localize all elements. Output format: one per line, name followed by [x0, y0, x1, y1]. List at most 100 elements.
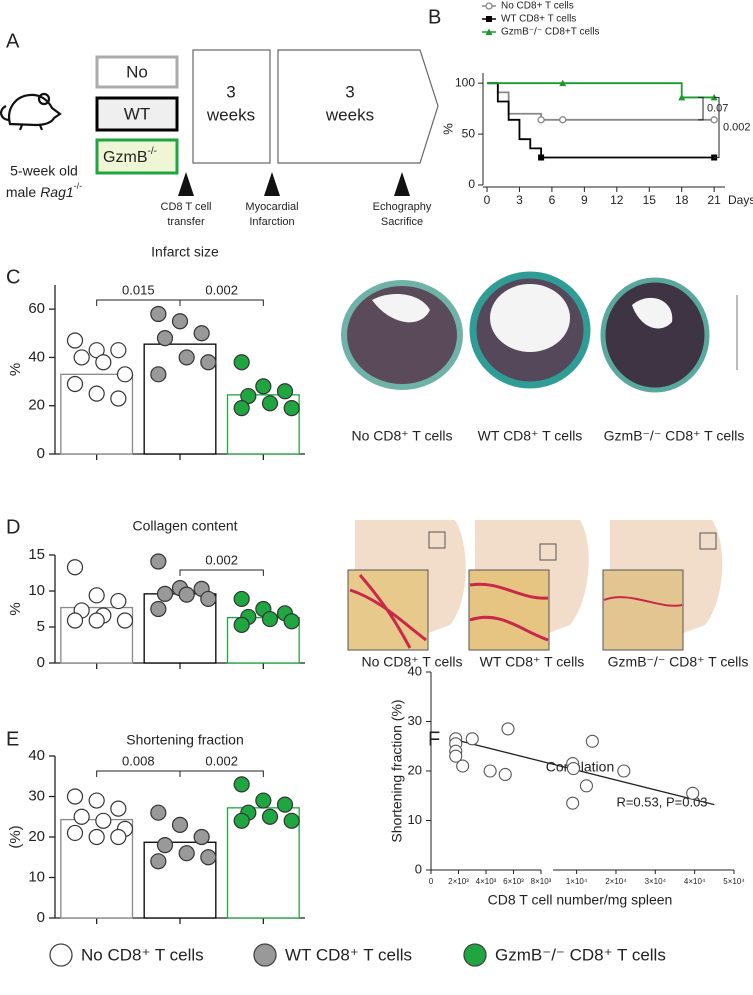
data-point — [686, 786, 700, 800]
y-tick-label: 30 — [28, 787, 45, 804]
group-label: WT — [124, 104, 150, 123]
x-tick-label: 3 — [516, 193, 523, 207]
phase-arrow — [277, 49, 439, 164]
tissue-image — [600, 277, 710, 393]
chart-title: Collagen content — [132, 518, 237, 534]
y-tick-label: 30 — [408, 713, 422, 728]
data-point — [566, 796, 580, 810]
data-point — [261, 395, 279, 412]
panel-letter: A — [6, 30, 20, 52]
data-point — [156, 585, 174, 602]
data-point — [283, 400, 300, 417]
data-point — [233, 616, 250, 633]
x-tick-label: 6 — [549, 193, 556, 207]
data-point — [150, 804, 167, 821]
data-point — [110, 828, 127, 846]
y-tick-label: 0 — [37, 654, 45, 671]
group-text: GzmB — [103, 149, 147, 166]
collagen-fibers — [349, 574, 427, 649]
data-point — [283, 613, 300, 630]
legend-label: No CD8+ T cells — [501, 1, 574, 12]
y-tick-label: 10 — [408, 812, 422, 827]
x-tick-label: 0 — [484, 193, 491, 207]
data-point — [585, 734, 599, 748]
data-point — [150, 600, 167, 618]
x-tick-label: 4×10⁴ — [684, 877, 706, 886]
legend-label: GzmB⁻/⁻ CD8⁺ T cells — [495, 945, 666, 964]
p-value: 0.002 — [205, 753, 238, 768]
legend-swatch — [463, 943, 487, 967]
collagen-fibers — [603, 596, 683, 607]
p-value: 0.015 — [122, 282, 155, 297]
image-caption: GzmB⁻/⁻ CD8⁺ T cells — [604, 428, 745, 444]
event-label: Myocardial — [245, 201, 298, 213]
collagen-fibers — [469, 582, 549, 642]
data-point — [465, 732, 479, 746]
y-axis-label: % — [7, 602, 24, 615]
data-point — [150, 553, 167, 570]
group-box — [95, 96, 179, 132]
y-tick-label: 60 — [28, 300, 45, 317]
mouse-strain: male Rag1-/- — [6, 181, 82, 199]
p-value: 0.002 — [723, 121, 751, 133]
x-tick-label: 2×10⁴ — [605, 877, 627, 886]
data-point — [456, 759, 470, 773]
y-tick-label: 0 — [415, 861, 422, 876]
event-label: Echography — [373, 201, 432, 213]
data-point — [150, 305, 167, 323]
image-caption: WT CD8⁺ T cells — [478, 428, 583, 444]
data-point — [200, 354, 217, 371]
data-point — [66, 332, 84, 349]
legend-label: WT CD8+ T cells — [501, 14, 576, 25]
marker — [537, 116, 545, 124]
data-point — [255, 378, 272, 395]
x-tick-label: 21 — [708, 193, 722, 207]
y-tick-label: 0 — [468, 177, 475, 191]
data-point — [66, 824, 84, 842]
data-point — [233, 776, 250, 793]
bracket — [179, 299, 264, 306]
x-tick-label: 2×10³ — [448, 877, 469, 886]
image-caption: GzmB⁻/⁻ CD8⁺ T cells — [608, 654, 749, 670]
data-point — [193, 828, 210, 846]
legend-label: No CD8⁺ T cells — [81, 945, 204, 964]
p-value: 0.002 — [205, 282, 238, 297]
x-tick-label: 0 — [429, 877, 434, 886]
group-box — [95, 138, 179, 175]
panel-letter: B — [428, 6, 441, 28]
data-point — [449, 749, 463, 763]
event-marker — [394, 172, 410, 196]
y-tick-label: 100 — [455, 75, 475, 89]
data-point — [66, 559, 84, 576]
p-value: 0.008 — [122, 753, 155, 768]
y-tick-label: 10 — [28, 868, 45, 885]
phase-label: 3 — [345, 82, 354, 101]
data-point — [200, 590, 217, 608]
bracket — [96, 770, 181, 777]
data-point — [66, 375, 84, 393]
panel-a: A 5-week old male Rag1-/- No WT GzmB-/- 3… — [0, 30, 439, 228]
data-point — [88, 587, 105, 604]
marker — [559, 116, 567, 124]
y-tick-label: 40 — [28, 747, 45, 764]
x-tick-label: 4×10³ — [476, 877, 497, 886]
zoom-box — [699, 532, 717, 550]
data-point — [233, 812, 250, 829]
annotation: R=0.53, P=0.03 — [616, 794, 707, 809]
data-point — [233, 354, 250, 371]
tissue-lumen — [632, 297, 673, 329]
marker — [678, 93, 686, 101]
image-caption: No CD8⁺ T cells — [351, 428, 452, 444]
marker — [710, 116, 718, 124]
data-point — [617, 764, 631, 778]
data-point — [255, 792, 272, 809]
data-point — [178, 586, 195, 603]
chart-title: Correlation — [546, 759, 614, 775]
data-point — [193, 325, 210, 342]
y-tick-label: 10 — [28, 582, 45, 599]
tissue-lumen — [372, 294, 430, 323]
marker — [485, 2, 493, 10]
data-point — [110, 342, 127, 359]
event-marker — [264, 172, 280, 196]
